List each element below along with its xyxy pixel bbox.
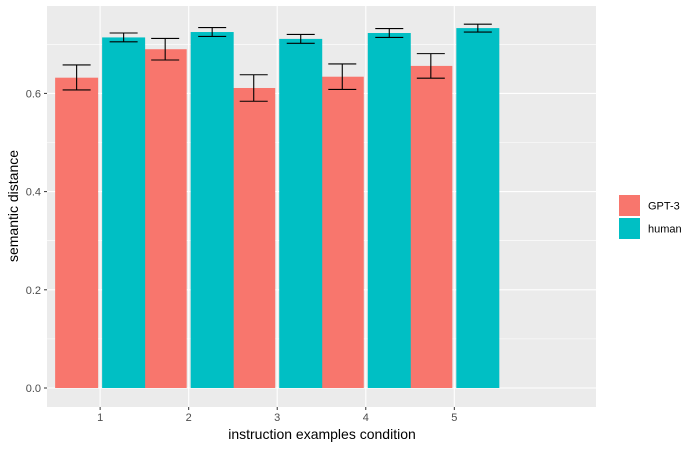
bar-gpt-3 xyxy=(320,76,364,389)
bar-gpt-3 xyxy=(232,87,276,389)
y-tick-label: 0.4 xyxy=(26,187,41,199)
bar-gpt-3 xyxy=(55,77,99,389)
x-tick-label: 5 xyxy=(451,412,457,424)
legend-key-gpt-3 xyxy=(619,195,640,216)
y-tick-label: 0.0 xyxy=(26,383,41,395)
x-tick-label: 1 xyxy=(97,412,103,424)
x-axis: 1 2 3 4 5 xyxy=(97,407,457,424)
legend: GPT-3 human xyxy=(619,195,682,239)
bars xyxy=(55,28,500,389)
error-bars xyxy=(62,23,492,102)
x-tick-label: 4 xyxy=(363,412,369,424)
legend-label: human xyxy=(648,224,682,236)
bar-human xyxy=(190,32,234,389)
y-axis-title: semantic distance xyxy=(5,150,21,262)
x-axis-title: instruction examples condition xyxy=(228,426,416,442)
bar-human xyxy=(367,33,411,389)
y-tick-label: 0.6 xyxy=(26,88,41,100)
bar-gpt-3 xyxy=(409,65,453,389)
x-tick-label: 3 xyxy=(274,412,280,424)
bar-human xyxy=(102,37,146,389)
legend-label: GPT-3 xyxy=(648,201,680,213)
legend-key-human xyxy=(619,218,640,239)
bar-gpt-3 xyxy=(143,49,187,389)
bar-human xyxy=(456,28,500,389)
x-tick-label: 2 xyxy=(186,412,192,424)
y-axis: 0.0 0.2 0.4 0.6 xyxy=(26,88,47,395)
y-tick-label: 0.2 xyxy=(26,285,41,297)
bar-human xyxy=(279,38,323,389)
